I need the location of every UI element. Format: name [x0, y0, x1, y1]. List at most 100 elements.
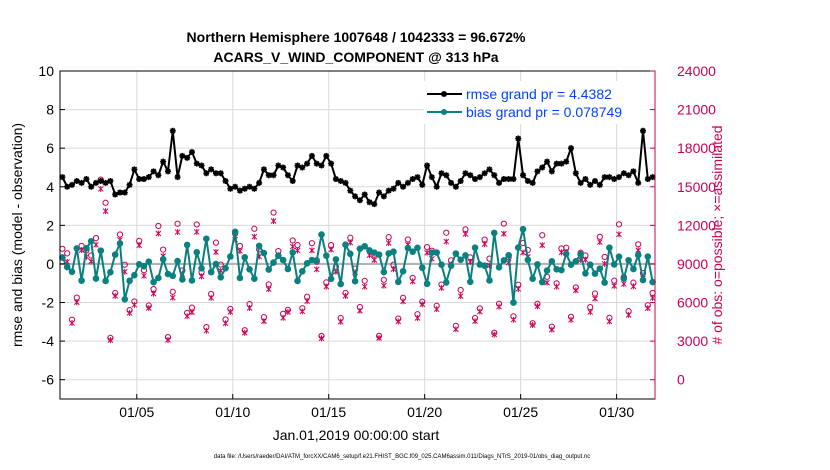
- bias-point: [87, 237, 95, 245]
- rmse-point: [515, 135, 522, 142]
- rmse-point: [356, 197, 363, 204]
- data-file-footnote: data file: /Users/raeder/DAI/ATM_forcXX/…: [214, 454, 590, 460]
- bias-point: [260, 249, 268, 257]
- bias-point: [457, 256, 464, 264]
- obs-assimilated-point: [419, 301, 426, 308]
- rmse-point: [131, 166, 138, 173]
- rmse-point: [59, 174, 66, 181]
- obs-assimilated-point: [107, 337, 114, 344]
- rmse-point: [260, 166, 267, 173]
- obs-assimilated-point: [500, 230, 507, 237]
- bias-point: [255, 242, 263, 250]
- rmse-point: [457, 177, 464, 184]
- obs-assimilated-point: [409, 278, 416, 285]
- rmse-point: [558, 160, 565, 167]
- legend-box: [424, 81, 649, 124]
- bias-point: [481, 262, 488, 270]
- rmse-point: [284, 172, 291, 179]
- rmse-point: [92, 179, 99, 186]
- rmse-point: [371, 201, 378, 208]
- rmse-point: [414, 174, 421, 181]
- bias-point: [505, 251, 512, 259]
- obs-assimilated-point: [592, 295, 598, 302]
- bias-point: [279, 256, 287, 264]
- bias-point: [577, 250, 584, 258]
- y-left-tick-label: 8: [46, 102, 54, 118]
- rmse-point: [347, 187, 354, 194]
- rmse-point: [361, 191, 368, 198]
- bias-point: [289, 249, 297, 256]
- obs-possible-point: [380, 276, 387, 283]
- rmse-point: [620, 170, 627, 177]
- rmse-point: [145, 174, 152, 181]
- obs-assimilated-point: [198, 273, 205, 280]
- obs-assimilated-point: [155, 230, 162, 237]
- obs-assimilated-point: [280, 314, 286, 321]
- obs-assimilated-point: [261, 318, 267, 325]
- obs-assimilated-point: [309, 247, 315, 254]
- obs-assimilated-point: [381, 282, 387, 289]
- rmse-point: [212, 170, 219, 177]
- rmse-point: [140, 176, 147, 183]
- obs-assimilated-point: [193, 228, 200, 235]
- rmse-point: [587, 181, 594, 188]
- y-left-tick-label: 4: [46, 179, 54, 195]
- rmse-point: [150, 168, 157, 175]
- rmse-point: [611, 176, 618, 183]
- bias-point: [572, 257, 580, 265]
- obs-assimilated-point: [227, 308, 234, 315]
- y-right-tick-label: 21000: [677, 102, 716, 118]
- bias-point: [375, 251, 383, 258]
- rmse-point: [294, 162, 301, 169]
- obs-assimilated-point: [174, 229, 181, 236]
- obs-assimilated-point: [515, 285, 522, 292]
- rmse-point: [596, 181, 603, 188]
- rmse-point: [188, 149, 195, 156]
- rmse-point: [126, 181, 133, 188]
- obs-assimilated-point: [313, 266, 320, 273]
- rmse-point: [313, 160, 320, 167]
- bias-point: [433, 249, 440, 256]
- rmse-point: [78, 179, 85, 186]
- bias-point: [275, 252, 282, 260]
- bias-point: [68, 268, 76, 276]
- bias-point: [145, 258, 153, 265]
- obs-assimilated-point: [102, 208, 109, 215]
- rmse-point: [328, 160, 335, 167]
- bias-point: [155, 274, 162, 282]
- bias-point: [131, 271, 138, 279]
- bias-point: [500, 257, 508, 264]
- bias-point: [150, 278, 157, 286]
- bias-point: [231, 228, 239, 236]
- bias-point: [299, 268, 306, 275]
- obs-assimilated-point: [529, 322, 536, 329]
- legend: rmse grand pr = 4.4382 bias grand pr = 0.…: [424, 81, 649, 124]
- bias-point: [102, 277, 109, 285]
- rmse-point: [616, 174, 623, 181]
- bias-point: [251, 275, 258, 282]
- x-tick-label: 01/20: [407, 404, 442, 420]
- y-axis-label-right: # of obs: o=possible; ×=assimilated: [709, 125, 725, 344]
- bias-point: [524, 256, 532, 264]
- obs-possible-point: [289, 237, 296, 244]
- obs-assimilated-point: [376, 334, 382, 341]
- bias-point: [203, 235, 210, 243]
- obs-assimilated-point: [304, 298, 310, 305]
- obs-assimilated-point: [433, 306, 440, 313]
- obs-assimilated-point: [520, 249, 526, 256]
- bias-point: [313, 257, 321, 264]
- obs-assimilated-point: [587, 309, 594, 316]
- obs-assimilated-point: [213, 249, 219, 256]
- obs-assimilated-point: [414, 314, 421, 321]
- rmse-point: [121, 189, 128, 196]
- rmse-point: [217, 170, 224, 177]
- bias-point: [495, 264, 503, 271]
- bias-point: [418, 264, 426, 272]
- bias-point: [270, 259, 277, 266]
- rmse-point: [443, 172, 450, 179]
- rmse-point: [318, 162, 325, 169]
- rmse-point: [352, 193, 359, 200]
- rmse-point: [68, 181, 75, 188]
- obs-assimilated-point: [270, 217, 277, 224]
